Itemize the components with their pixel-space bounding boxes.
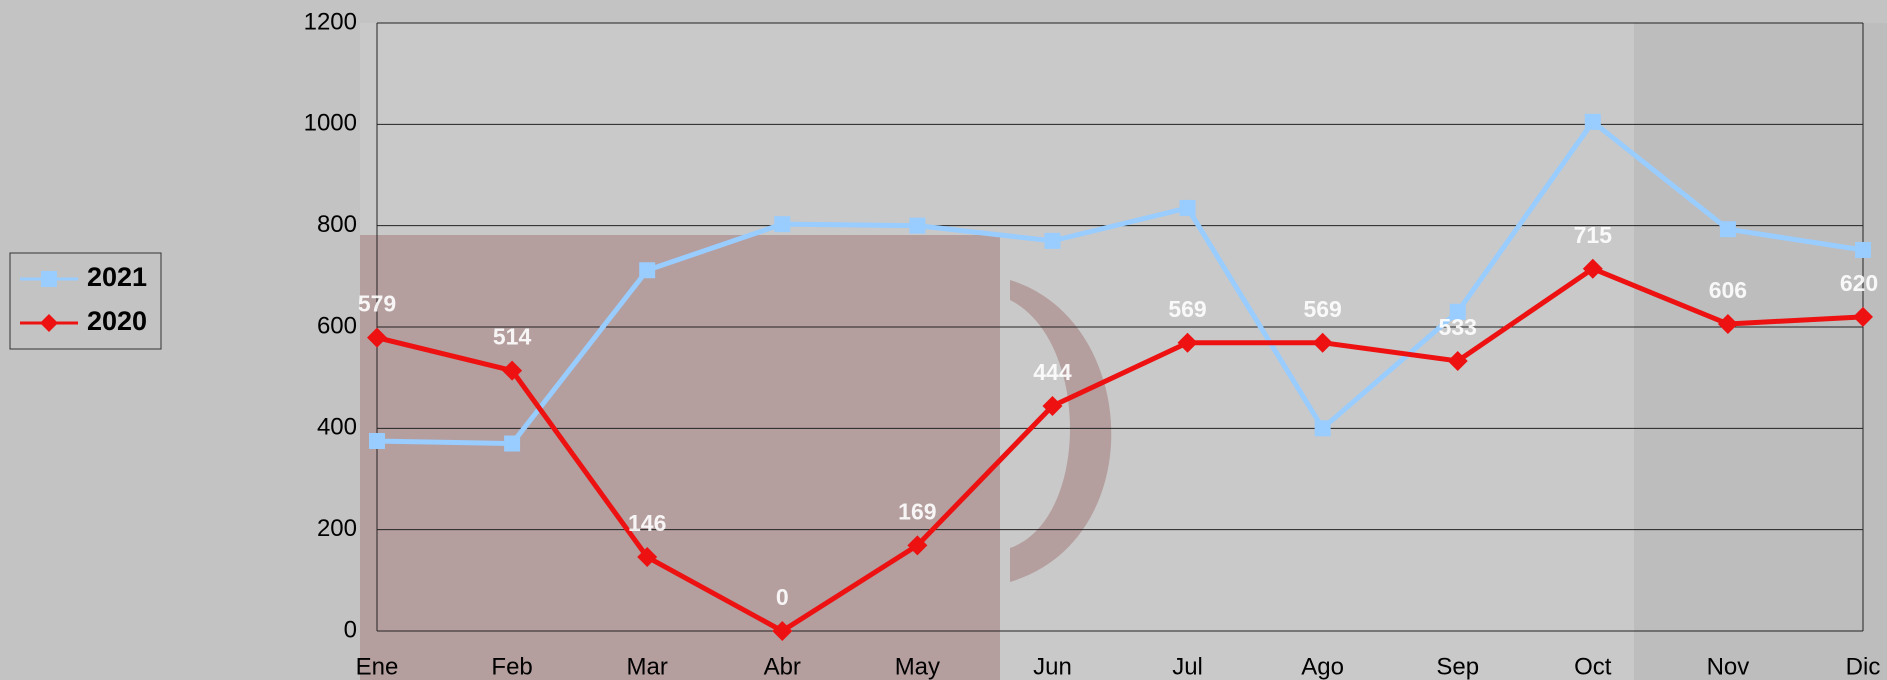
x-tick-label: Ago xyxy=(1301,653,1344,680)
marker xyxy=(637,547,658,568)
marker xyxy=(1855,241,1871,258)
x-tick-label: Jul xyxy=(1172,653,1203,680)
x-tick-label: Jun xyxy=(1033,653,1072,680)
y-tick-label: 1200 xyxy=(304,8,357,35)
y-tick-label: 600 xyxy=(317,312,357,339)
x-tick-label: Feb xyxy=(491,653,532,680)
x-tick-label: May xyxy=(895,653,940,680)
marker xyxy=(1314,420,1331,437)
x-tick-label: Nov xyxy=(1707,653,1750,680)
x-tick-label: Sep xyxy=(1436,653,1479,680)
data-label: 579 xyxy=(358,291,396,317)
decoration xyxy=(360,235,1000,680)
data-label: 715 xyxy=(1574,222,1613,248)
line xyxy=(376,266,1864,634)
data-label: 0 xyxy=(776,584,789,610)
legend-label: 2020 xyxy=(87,306,147,336)
x-tick-label: Abr xyxy=(764,653,801,680)
marker xyxy=(1042,396,1063,417)
y-tick-label: 200 xyxy=(317,515,357,542)
legend: 2021 2020 xyxy=(9,252,162,350)
data-label: 444 xyxy=(1033,359,1072,385)
marker xyxy=(504,435,521,452)
data-label: 620 xyxy=(1840,270,1878,296)
marker xyxy=(369,433,385,449)
x-tick-label: Dic xyxy=(1846,653,1881,680)
decoration xyxy=(1634,23,1887,680)
data-label: 533 xyxy=(1439,314,1477,340)
data-label: 146 xyxy=(628,510,666,536)
x-tick-label: Ene xyxy=(356,653,399,680)
data-label: 606 xyxy=(1709,277,1747,303)
marker xyxy=(1582,258,1603,279)
data-label: 569 xyxy=(1303,296,1341,322)
marker xyxy=(1584,113,1601,130)
marker xyxy=(1044,232,1061,249)
y-tick-label: 0 xyxy=(344,616,357,643)
marker xyxy=(774,216,791,233)
marker xyxy=(772,621,793,641)
marker xyxy=(1447,350,1468,371)
line xyxy=(376,119,1864,447)
marker xyxy=(367,327,387,348)
marker xyxy=(639,262,656,279)
marker xyxy=(502,360,523,381)
legend-marker xyxy=(41,271,57,287)
decoration xyxy=(1010,280,1112,582)
marker xyxy=(1719,221,1736,238)
x-tick-label: Oct xyxy=(1574,653,1612,680)
data-label: 169 xyxy=(898,498,936,524)
y-tick-label: 800 xyxy=(317,211,357,238)
x-tick-label: Mar xyxy=(627,653,668,680)
marker xyxy=(1177,332,1198,353)
marker xyxy=(909,217,926,234)
y-tick-label: 400 xyxy=(317,414,357,441)
legend-marker xyxy=(40,314,58,332)
marker xyxy=(1449,303,1466,320)
marker xyxy=(907,535,928,556)
legend-label: 2021 xyxy=(87,262,147,292)
data-label: 569 xyxy=(1168,296,1206,322)
marker xyxy=(1717,313,1738,334)
marker xyxy=(1853,306,1873,327)
marker xyxy=(1179,199,1196,216)
data-label: 514 xyxy=(493,324,532,350)
y-tick-label: 1000 xyxy=(304,110,357,137)
marker xyxy=(1312,332,1333,353)
